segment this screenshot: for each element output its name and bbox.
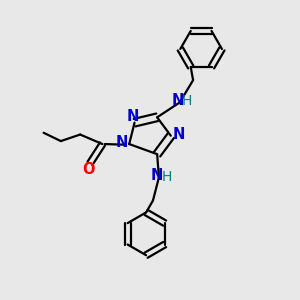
Text: N: N	[171, 93, 184, 108]
Text: H: H	[182, 94, 192, 108]
Text: N: N	[150, 168, 163, 183]
Text: H: H	[161, 170, 172, 184]
Text: N: N	[127, 109, 139, 124]
Text: O: O	[82, 162, 95, 177]
Text: N: N	[172, 127, 185, 142]
Text: N: N	[115, 135, 128, 150]
